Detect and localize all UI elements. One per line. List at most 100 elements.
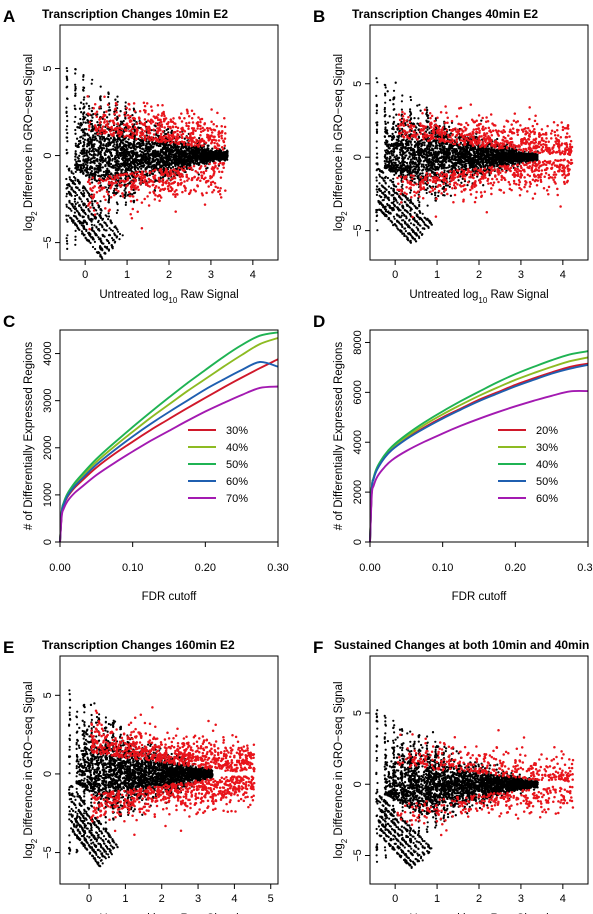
point-significant bbox=[202, 177, 206, 181]
point bbox=[115, 167, 118, 170]
point bbox=[400, 100, 403, 103]
point-significant bbox=[219, 186, 222, 190]
point-significant bbox=[88, 182, 92, 185]
point bbox=[133, 152, 136, 156]
point bbox=[196, 154, 199, 157]
point-significant bbox=[175, 138, 178, 142]
point bbox=[222, 152, 225, 155]
point bbox=[212, 158, 216, 161]
point bbox=[375, 211, 378, 214]
point-significant bbox=[168, 136, 172, 140]
point-significant bbox=[210, 142, 213, 145]
point-significant bbox=[127, 116, 130, 120]
point bbox=[145, 172, 149, 175]
point bbox=[117, 160, 120, 163]
point bbox=[166, 127, 170, 131]
point-significant bbox=[89, 206, 92, 209]
point bbox=[103, 151, 106, 155]
point-significant bbox=[109, 181, 113, 185]
point bbox=[400, 223, 403, 227]
point bbox=[90, 170, 93, 173]
point-significant bbox=[126, 176, 130, 180]
point bbox=[77, 159, 80, 163]
point-significant bbox=[196, 171, 199, 174]
point bbox=[413, 232, 416, 235]
point bbox=[405, 223, 408, 226]
point-significant bbox=[179, 183, 183, 186]
point-significant bbox=[168, 125, 172, 129]
point bbox=[66, 140, 69, 143]
point bbox=[179, 159, 182, 162]
point-significant bbox=[202, 140, 206, 143]
point-significant bbox=[155, 115, 158, 119]
point bbox=[112, 189, 116, 193]
point bbox=[75, 162, 78, 165]
point-significant bbox=[158, 189, 162, 192]
point bbox=[91, 129, 94, 133]
point-significant bbox=[212, 188, 216, 192]
point bbox=[177, 145, 181, 149]
point bbox=[74, 87, 77, 90]
point bbox=[419, 231, 422, 234]
point-significant bbox=[181, 126, 184, 130]
point bbox=[133, 199, 136, 202]
point bbox=[123, 149, 126, 153]
point bbox=[393, 217, 396, 220]
point bbox=[98, 214, 101, 217]
point-significant bbox=[105, 120, 109, 123]
point bbox=[86, 118, 89, 122]
point bbox=[134, 165, 137, 168]
point-significant bbox=[185, 136, 188, 139]
point bbox=[99, 200, 102, 203]
point bbox=[384, 84, 387, 87]
point bbox=[96, 166, 99, 170]
point bbox=[180, 163, 183, 166]
point bbox=[148, 173, 151, 177]
point bbox=[377, 167, 380, 171]
point-significant bbox=[93, 103, 97, 106]
point-significant bbox=[159, 132, 163, 136]
point bbox=[412, 218, 415, 221]
point-significant bbox=[142, 108, 146, 112]
point bbox=[91, 228, 94, 231]
point bbox=[82, 225, 85, 228]
point-significant bbox=[97, 186, 101, 189]
point bbox=[375, 176, 378, 179]
point-significant bbox=[222, 140, 226, 144]
point bbox=[383, 213, 386, 217]
point bbox=[79, 166, 83, 169]
point-significant bbox=[100, 129, 104, 132]
point-significant bbox=[192, 112, 196, 116]
point-significant bbox=[213, 170, 216, 174]
point bbox=[99, 95, 102, 98]
point-significant bbox=[87, 128, 91, 132]
x-tick-label: 0 bbox=[82, 269, 88, 281]
point bbox=[98, 135, 101, 138]
point-significant bbox=[120, 183, 124, 187]
point bbox=[119, 154, 122, 158]
point-significant bbox=[120, 133, 123, 136]
point-significant bbox=[102, 131, 105, 135]
point bbox=[136, 167, 140, 171]
point bbox=[66, 78, 69, 81]
point bbox=[78, 204, 81, 207]
point-significant bbox=[158, 180, 161, 184]
y-axis-label: log2 Difference in GRO−seq Signal bbox=[23, 54, 39, 231]
point-significant bbox=[152, 128, 155, 131]
point bbox=[93, 132, 97, 135]
point bbox=[99, 168, 102, 171]
point bbox=[70, 170, 73, 173]
point bbox=[384, 205, 387, 208]
point bbox=[80, 192, 84, 195]
point bbox=[391, 194, 394, 197]
point-significant bbox=[161, 178, 165, 181]
point-significant bbox=[199, 164, 203, 168]
point bbox=[96, 212, 99, 215]
point bbox=[79, 214, 82, 217]
point bbox=[108, 242, 111, 245]
point bbox=[409, 111, 412, 114]
point bbox=[103, 221, 106, 224]
point bbox=[139, 162, 142, 166]
point bbox=[409, 95, 412, 99]
point-significant bbox=[187, 139, 191, 143]
